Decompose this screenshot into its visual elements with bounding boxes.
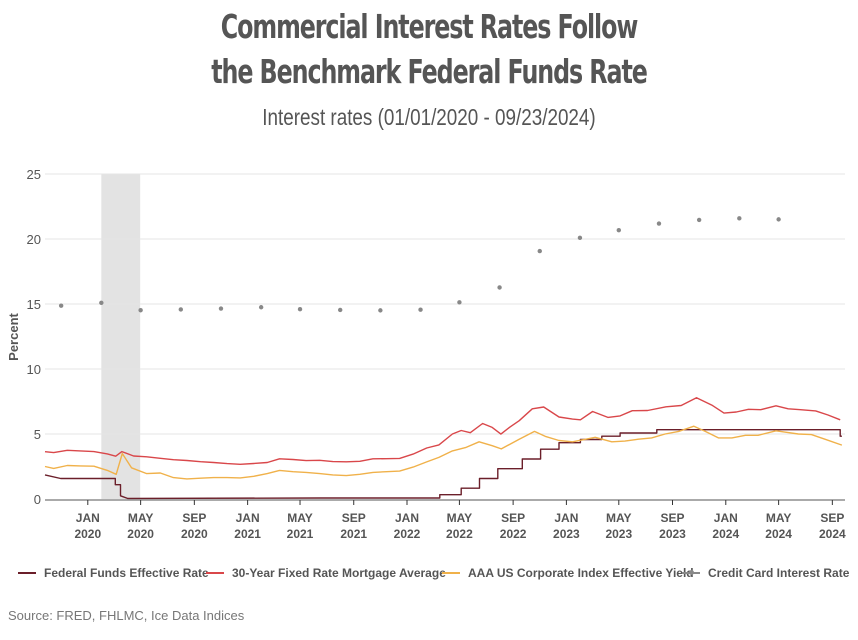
x-tick-label-month: SEP <box>182 511 206 525</box>
x-tick-label-month: SEP <box>342 511 366 525</box>
credit-card-rate-point <box>138 308 143 313</box>
credit-card-rate-point <box>297 307 303 312</box>
x-tick-label-month: SEP <box>661 511 685 525</box>
x-tick-label-year: 2024 <box>765 527 792 541</box>
legend-label: AAA US Corporate Index Effective Yield <box>468 566 694 580</box>
x-tick-label-month: MAY <box>606 511 632 525</box>
chart-subtitle: Interest rates (01/01/2020 - 09/23/2024) <box>262 104 596 130</box>
x-tick-label-month: MAY <box>766 511 792 525</box>
y-axis-title: Percent <box>6 312 21 360</box>
credit-card-rate-point <box>497 285 502 290</box>
x-tick-label-month: MAY <box>287 511 313 525</box>
legend-swatch <box>206 572 224 574</box>
x-tick-label-month: JAN <box>76 511 100 525</box>
x-tick-label-month: SEP <box>501 511 525 525</box>
credit-card-rate-point <box>378 308 383 313</box>
x-tick-label-year: 2020 <box>181 527 208 541</box>
x-tick-label-year: 2020 <box>74 527 101 541</box>
credit-card-rate-point <box>737 216 742 221</box>
legend-swatch <box>442 572 460 574</box>
credit-card-rate-point <box>696 217 702 223</box>
y-tick-label: 5 <box>34 427 41 442</box>
legend-swatch <box>18 572 36 574</box>
x-tick-label-year: 2024 <box>712 527 739 541</box>
credit-card-rate-point <box>218 306 224 311</box>
legend-label: Credit Card Interest Rate <box>708 566 850 580</box>
legend-label: 30-Year Fixed Rate Mortgage Average <box>232 566 446 580</box>
x-tick-label-year: 2023 <box>659 527 686 541</box>
credit-card-rate-point <box>99 300 104 306</box>
recession-shade <box>101 174 141 499</box>
x-tick-label-month: MAY <box>128 511 154 525</box>
corporate-yield-line <box>44 425 843 480</box>
chart-title-line-1: Commercial Interest Rates Follow <box>220 7 639 46</box>
credit-card-rate-point <box>258 305 264 310</box>
chart-title-line-2: the Benchmark Federal Funds Rate <box>211 52 648 91</box>
x-tick-label-year: 2023 <box>605 527 632 541</box>
federal-funds-rate-line <box>44 429 842 500</box>
credit-card-rate-point <box>537 248 542 254</box>
y-tick-label: 10 <box>27 362 41 377</box>
legend-label: Federal Funds Effective Rate <box>44 566 209 580</box>
legend: Federal Funds Effective Rate 30-Year Fix… <box>0 566 858 584</box>
credit-card-rate-point <box>337 307 343 313</box>
x-tick-label-month: JAN <box>395 511 419 525</box>
x-tick-label-year: 2021 <box>234 527 261 541</box>
x-tick-label-year: 2023 <box>553 527 580 541</box>
legend-item-corporate-yield[interactable]: AAA US Corporate Index Effective Yield <box>442 566 694 580</box>
shade-layer <box>101 174 141 499</box>
y-tick-label: 15 <box>27 297 41 312</box>
y-tick-label: 25 <box>27 167 41 182</box>
legend-item-credit-card[interactable]: Credit Card Interest Rate <box>682 566 849 580</box>
credit-card-rate-point <box>577 235 583 241</box>
x-tick-label-month: JAN <box>236 511 260 525</box>
x-tick-label-year: 2022 <box>446 527 473 541</box>
grid-layer: 0 5 10 15 20 25 <box>27 167 845 507</box>
series-layer <box>44 216 843 500</box>
line-chart: 0 5 10 15 20 25 JAN 2020 MAY 2020 SEP 2020 JAN 2021 M… <box>6 167 846 541</box>
mortgage-rate-line <box>44 397 841 465</box>
legend-item-federal-funds[interactable]: Federal Funds Effective Rate <box>18 566 209 580</box>
credit-card-rate-point <box>656 221 662 226</box>
legend-dot-icon <box>689 570 694 575</box>
x-tick-label-year: 2021 <box>287 527 314 541</box>
y-tick-label: 0 <box>34 492 41 507</box>
credit-card-rate-point <box>178 307 184 312</box>
x-tick-label-month: MAY <box>447 511 473 525</box>
axis-layer: JAN 2020 MAY 2020 SEP 2020 JAN 2021 MAY 2021 SEP 20… <box>45 499 846 541</box>
credit-card-rate-point <box>58 303 64 308</box>
legend-swatch <box>682 570 700 575</box>
chart-title: Commercial Interest Rates Follow the Ben… <box>120 4 738 94</box>
x-tick-label-month: JAN <box>554 511 578 525</box>
credit-card-rate-point <box>776 217 781 222</box>
x-tick-label-year: 2022 <box>500 527 527 541</box>
x-tick-label-month: SEP <box>820 511 844 525</box>
x-tick-label-year: 2022 <box>394 527 421 541</box>
x-tick-label-year: 2021 <box>340 527 367 541</box>
credit-card-rate-point <box>457 300 462 305</box>
legend-item-mortgage[interactable]: 30-Year Fixed Rate Mortgage Average <box>206 566 446 580</box>
x-tick-label-year: 2024 <box>819 527 846 541</box>
y-tick-label: 20 <box>27 232 41 247</box>
x-tick-label-month: JAN <box>714 511 738 525</box>
credit-card-rate-point <box>616 227 621 233</box>
source-note: Source: FRED, FHLMC, Ice Data Indices <box>8 608 245 623</box>
x-tick-label-year: 2020 <box>127 527 154 541</box>
credit-card-rate-point <box>418 307 423 312</box>
